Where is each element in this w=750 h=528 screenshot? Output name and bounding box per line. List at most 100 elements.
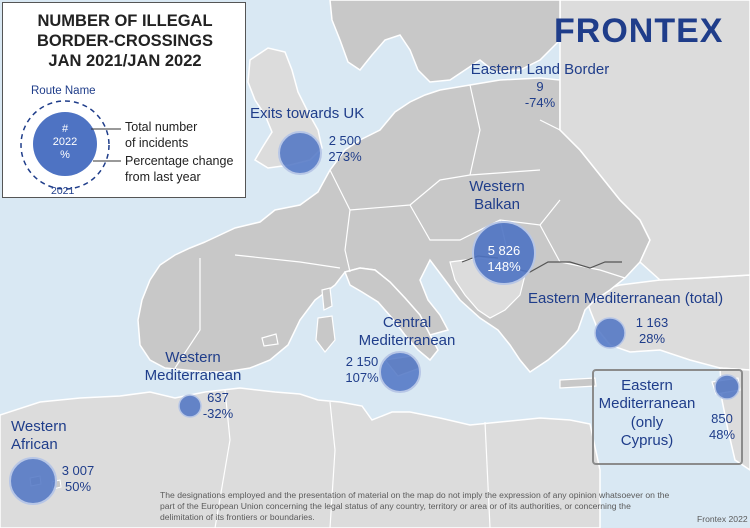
legend-title-line-2: BORDER-CROSSINGS	[36, 32, 213, 50]
legend-title-line-3: JAN 2021/JAN 2022	[48, 52, 202, 70]
north-africa-border-1	[214, 389, 231, 528]
route-name-line-1: Central	[382, 314, 432, 331]
label-central-mediterranean-values: 2 150 107%	[340, 354, 384, 386]
label-western-african-name: Western African	[11, 418, 67, 455]
balearic-land	[261, 333, 279, 347]
legend-symbol	[20, 100, 121, 190]
label-eastern-mediterranean-cyprus-name: Eastern Mediterranean (only Cyprus)	[597, 377, 697, 450]
external-border-balkan	[509, 261, 622, 273]
border-france-germany	[329, 169, 351, 273]
route-name: Eastern Mediterranean (total)	[528, 290, 724, 307]
route-change: -74%	[524, 95, 556, 111]
legend-total-line-1: Total number	[125, 120, 198, 134]
route-name-line-1: Western	[11, 418, 67, 435]
route-name-line-1: Western	[469, 178, 525, 195]
route-change: 148%	[487, 258, 521, 274]
border-romania-bulgaria	[539, 224, 626, 279]
bubble-exits-towards-uk	[278, 131, 322, 175]
scandinavia-land	[329, 0, 561, 83]
label-eastern-land-border: Eastern Land Border 9 -74%	[470, 61, 610, 111]
europe-land	[137, 77, 651, 373]
legend-hash: #	[61, 123, 69, 135]
label-western-african-values: 3 007 50%	[58, 463, 98, 495]
bubble-western-balkan	[472, 221, 536, 285]
route-name-line-2: Mediterranean	[598, 395, 696, 413]
legend-year: 2022	[52, 136, 78, 148]
legend-box: NUMBER OF ILLEGAL BORDER-CROSSINGS JAN 2…	[2, 2, 246, 198]
route-change: 48%	[708, 426, 736, 442]
route-value: 2 500	[328, 133, 362, 148]
label-western-mediterranean-name: Western Mediterranean	[138, 349, 248, 386]
bubble-western-mediterranean	[178, 394, 202, 418]
label-central-mediterranean-name: Central Mediterranean	[352, 314, 462, 351]
legend-pct-sign: %	[60, 149, 70, 161]
bubble-central-mediterranean	[379, 351, 421, 393]
route-value: 850	[711, 411, 733, 426]
italy-land	[344, 267, 439, 362]
route-name-line-3: (only	[630, 413, 664, 431]
credit-text: Frontex 2022	[697, 514, 748, 524]
route-change: 50%	[64, 478, 92, 494]
route-value: 5 826	[487, 243, 521, 258]
border-germany-poland	[349, 169, 541, 211]
legend-total-line-2: of incidents	[125, 136, 189, 150]
bubble-eastern-mediterranean	[594, 317, 626, 349]
corsica-land	[321, 287, 333, 311]
route-change: -32%	[202, 405, 234, 421]
legend-pct-line-2: from last year	[125, 170, 201, 184]
north-africa-border-3	[484, 421, 491, 528]
label-eastern-mediterranean-cyprus-values: 850 48%	[704, 411, 740, 443]
legend-pct-line-1: Percentage change	[125, 154, 234, 168]
route-name-line-2: Mediterranean	[358, 332, 456, 350]
route-name-line-2: African	[11, 436, 58, 454]
label-western-balkan-name: Western Balkan	[462, 178, 532, 215]
route-name: Eastern Land Border	[470, 61, 610, 78]
border-poland-baltic	[469, 84, 481, 176]
route-change: 107%	[345, 369, 379, 385]
cyprus-inset-box	[592, 369, 743, 465]
route-change: 28%	[638, 330, 666, 346]
border-france-spain	[234, 254, 341, 269]
bubble-western-african	[9, 457, 57, 505]
route-value: 9	[536, 79, 544, 95]
label-western-balkan-values: 5 826 148%	[474, 243, 534, 275]
label-eastern-mediterranean-name: Eastern Mediterranean (total)	[528, 290, 723, 308]
disclaimer-text: The designations employed and the presen…	[160, 490, 670, 522]
legend-symbol-text: # 2022 %	[47, 123, 83, 162]
route-value: 2 150	[345, 354, 379, 369]
route-value: 637	[207, 390, 229, 405]
bubble-eastern-mediterranean-cyprus	[714, 374, 740, 400]
route-value: 3 007	[61, 463, 95, 478]
north-africa-land	[0, 387, 601, 528]
label-eastern-mediterranean-values: 1 163 28%	[630, 315, 674, 347]
route-name-line-2: Mediterranean	[144, 367, 242, 385]
crete-land	[559, 377, 597, 389]
label-western-mediterranean-values: 637 -32%	[200, 390, 236, 422]
sardinia-land	[315, 315, 336, 353]
legend-outer-dashed-circle	[20, 100, 110, 190]
legend-bubble	[33, 112, 97, 176]
legend-total-label: Total number of incidents	[125, 119, 197, 151]
route-name-line-1: Eastern	[621, 377, 673, 394]
legend-year-prev: 2021	[51, 185, 75, 197]
legend-title: NUMBER OF ILLEGAL BORDER-CROSSINGS JAN 2…	[3, 11, 247, 71]
legend-route-name: Route Name	[31, 85, 96, 97]
border-spain-portugal	[174, 258, 201, 369]
eastern-non-eu-land	[559, 0, 750, 281]
label-exits-towards-uk-name: Exits towards UK	[250, 105, 364, 123]
route-change: 273%	[328, 148, 362, 164]
route-name-line-2: Balkan	[474, 196, 520, 214]
north-africa-border-2	[329, 401, 336, 528]
frontex-logo: FRONTEX	[554, 12, 724, 50]
legend-title-line-1: NUMBER OF ILLEGAL	[37, 12, 213, 30]
legend-pct-label: Percentage change from last year	[125, 153, 233, 185]
route-name-line-1: Western	[165, 349, 221, 366]
route-name: Exits towards UK	[250, 105, 365, 122]
label-exits-towards-uk-values: 2 500 273%	[322, 133, 368, 165]
border-central	[409, 199, 561, 241]
internal-borders	[174, 84, 626, 369]
route-value: 1 163	[635, 315, 669, 330]
border-baltic	[539, 119, 561, 131]
